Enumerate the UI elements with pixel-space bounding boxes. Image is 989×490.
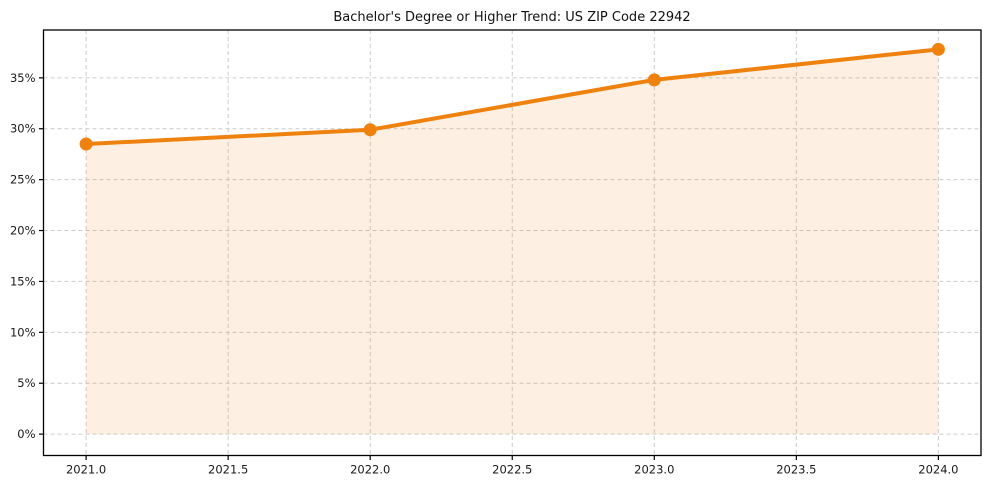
x-tick-label: 2023.0 [634,463,674,477]
area-fill [86,49,939,435]
trend-line [84,47,941,147]
grid-layer [43,30,981,456]
x-tick-label: 2021.5 [208,463,248,477]
y-tick-label: 20% [10,224,36,238]
data-point-marker [363,123,377,137]
x-tick-label: 2024.0 [918,463,958,477]
x-tick-label: 2023.5 [776,463,816,477]
line-layer [84,47,941,147]
y-tick-label: 35% [10,71,36,85]
y-tick-label: 10% [10,325,36,339]
y-tick-label: 25% [10,173,36,187]
data-point-marker [79,137,93,151]
data-point-marker [931,42,945,56]
y-tick-label: 0% [17,427,35,441]
area-layer [86,49,939,435]
axis-layer [39,29,982,460]
x-tick-label: 2022.0 [350,463,390,477]
x-tick-label: 2021.0 [66,463,106,477]
data-point-marker [647,73,661,87]
y-tick-label: 30% [10,122,36,136]
y-tick-label: 15% [10,274,36,288]
x-tick-label: 2022.5 [492,463,532,477]
y-tick-label: 5% [17,376,35,390]
chart-title: Bachelor's Degree or Higher Trend: US ZI… [333,10,690,25]
marker-layer [79,42,945,151]
label-layer: 2021.0 2021.5 2022.0 2022.5 2023.0 2023.5 2024… [10,71,959,477]
